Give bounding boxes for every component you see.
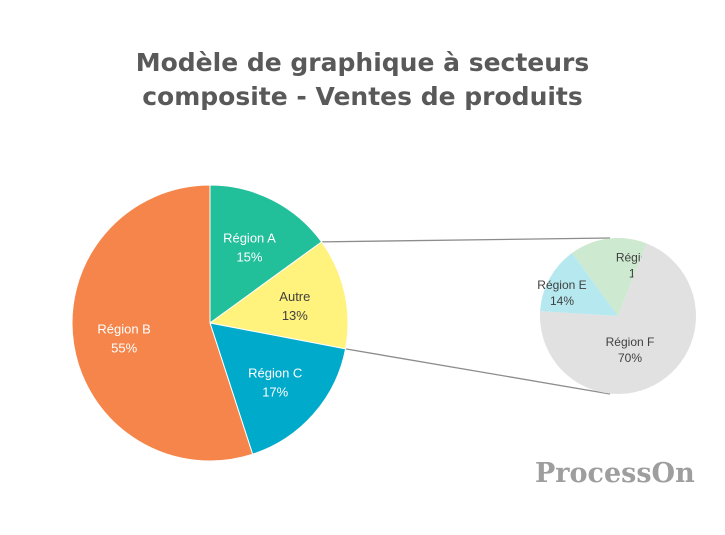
- slice-label-region-c: Région C: [248, 365, 302, 380]
- slice-label-autre: Autre: [279, 289, 310, 304]
- slice-value-region-e: 14%: [550, 294, 574, 308]
- slice-label-region-a: Région A: [223, 231, 276, 246]
- slice-label-region-b: Région B: [97, 322, 150, 337]
- connector-line-top: [321, 237, 611, 243]
- pie-slice-region-b: [71, 184, 254, 462]
- slice-label-region-f: Région F: [606, 335, 655, 349]
- slice-value-region-f: 70%: [618, 351, 642, 365]
- pie-slice-autre: [208, 241, 349, 350]
- pie-slice-region-f: [539, 243, 696, 395]
- pie-slice-region-c: [209, 322, 347, 455]
- pie-slice-region-a: [209, 184, 323, 324]
- slice-label-region-e: Région E: [537, 278, 586, 292]
- slice-value-region-a: 15%: [236, 250, 262, 265]
- watermark-logo: ProcessOn: [535, 458, 695, 489]
- connector-lines: [321, 237, 611, 395]
- chart-title-line-1: Modèle de graphique à secteurs: [135, 48, 590, 77]
- slice-value-autre: 13%: [282, 308, 308, 323]
- connector-line-bottom: [345, 348, 611, 395]
- pie-slice-region-e: [540, 252, 618, 316]
- pie-slice-region-d: [572, 238, 647, 316]
- slice-value-region-b: 55%: [111, 341, 137, 356]
- main-pie: Région A 15% Autre 13% Région C 17% Région B 55…: [71, 184, 349, 462]
- chart-title-line-2: composite - Ventes de produits: [142, 82, 583, 111]
- secondary-pie: Région D16%Région F70%Région E14%: [537, 238, 696, 395]
- slice-value-region-c: 17%: [262, 384, 288, 399]
